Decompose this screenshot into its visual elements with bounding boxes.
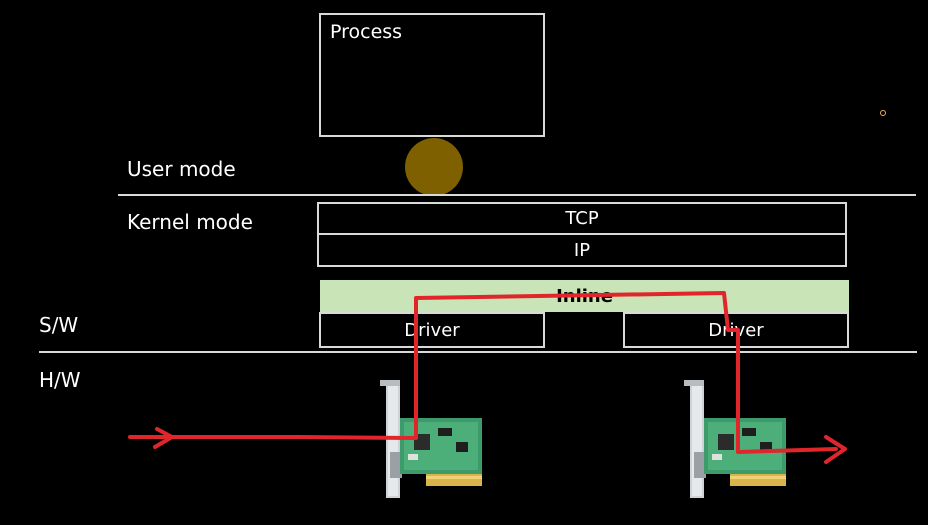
inline-label: Inline <box>556 285 613 307</box>
arrow-head-right <box>824 435 847 464</box>
tcp-layer: TCP <box>317 202 847 235</box>
ip-layer: IP <box>317 233 847 267</box>
process-label: Process <box>330 21 403 43</box>
arrow-head-left <box>153 427 174 449</box>
inline-layer: Inline <box>320 280 849 312</box>
cursor-dot <box>880 110 886 116</box>
socket-circle <box>405 138 463 196</box>
driver-right: Driver <box>623 312 849 348</box>
driver-right-label: Driver <box>708 319 764 341</box>
hw-label: H/W <box>39 368 81 392</box>
user-mode-label: User mode <box>127 157 236 181</box>
sw-hw-divider <box>39 351 917 353</box>
user-kernel-divider <box>118 194 916 196</box>
kernel-mode-label: Kernel mode <box>127 210 253 234</box>
network-card-icon <box>380 380 482 498</box>
driver-left: Driver <box>319 312 545 348</box>
ip-label: IP <box>573 239 591 261</box>
sw-label: S/W <box>39 313 79 337</box>
driver-left-label: Driver <box>404 319 460 341</box>
tcp-label: TCP <box>565 208 599 229</box>
process-box: Process <box>319 13 545 137</box>
network-card-icon <box>684 380 786 498</box>
